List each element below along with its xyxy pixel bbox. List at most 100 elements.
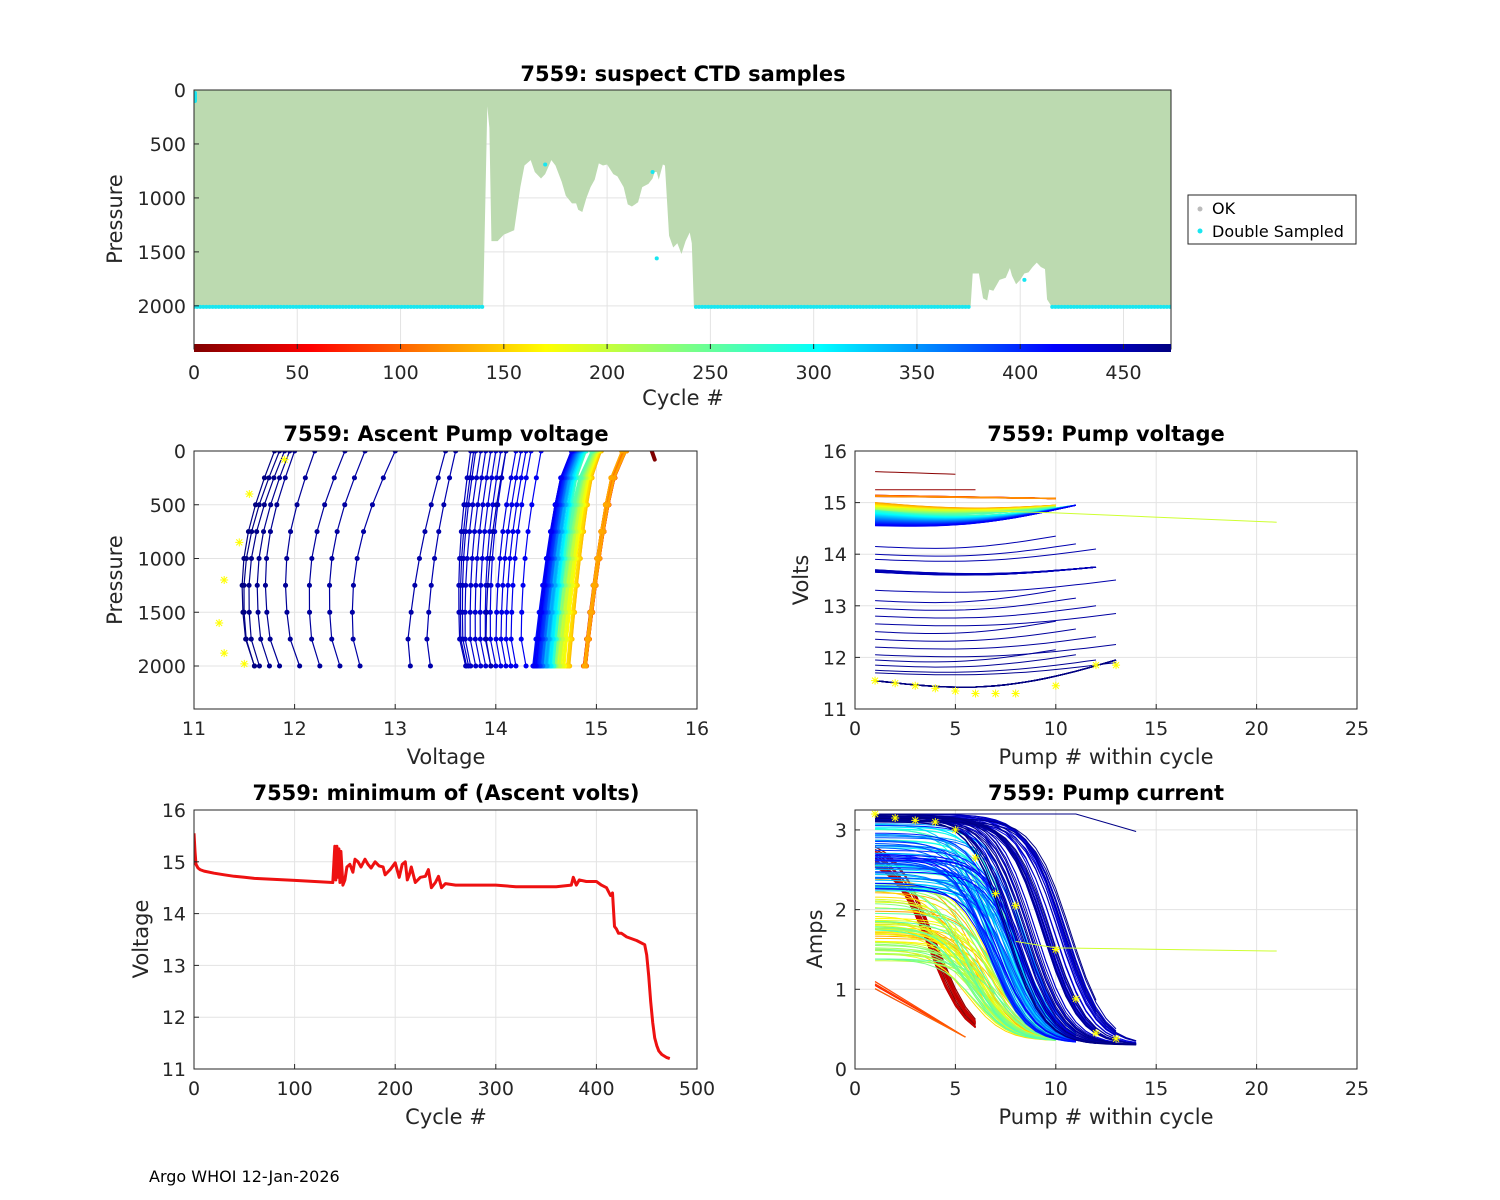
minvolts-ytick-label: 11 (162, 1059, 186, 1081)
ascent-ytick-label: 2000 (138, 656, 186, 678)
legend-ok-label: OK (1212, 199, 1236, 218)
pumpv-xtick-label: 15 (1144, 718, 1168, 740)
suspect-ytick-label: 2000 (138, 296, 186, 318)
pumpc-xtick-label: 10 (1044, 1078, 1068, 1100)
ascent-ytick-label: 1000 (138, 549, 186, 571)
pumpv-ytick-label: 12 (823, 647, 847, 669)
ascent-xtick-label: 13 (383, 718, 407, 740)
suspect-ytick-label: 500 (150, 134, 186, 156)
panel-ascent-pump-voltage: 11 12 13 14 15 16 0 500 1000 1500 2000 7559: Ascen… (103, 422, 709, 769)
min-volts-line (194, 833, 670, 1058)
ascent-start-markers (215, 456, 288, 668)
pumpv-ytick-label: 11 (823, 699, 847, 721)
pumpc-ylabel: Amps (803, 909, 827, 968)
suspect-ytick-label: 0 (174, 80, 186, 102)
pumpc-data (871, 810, 1277, 1045)
pumpc-ytick-label: 0 (835, 1059, 847, 1081)
pumpc-ytick-label: 3 (835, 820, 847, 842)
suspect-xtick-label: 300 (796, 362, 832, 384)
ascent-outlier (652, 451, 655, 460)
suspect-xtick-label: 400 (1002, 362, 1038, 384)
minvolts-ticks: 0 100 200 300 400 500 11 12 13 14 15 16 (162, 800, 715, 1100)
panel-pump-voltage: 0 5 10 15 20 25 11 12 13 14 15 16 7559: Pump voltag… (789, 422, 1369, 769)
legend-double-sampled-marker (1198, 229, 1203, 234)
minvolts-ytick-label: 15 (162, 852, 186, 874)
minvolts-xtick-label: 200 (377, 1078, 413, 1100)
minvolts-ytick-label: 13 (162, 955, 186, 977)
suspect-xtick-label: 150 (486, 362, 522, 384)
ascent-data (215, 451, 655, 668)
suspect-xtick-label: 100 (382, 362, 418, 384)
pumpv-xtick-label: 10 (1044, 718, 1068, 740)
pumpv-ytick-label: 15 (823, 493, 847, 515)
pump-voltage-trace (875, 637, 1096, 649)
pump-voltage-trace (875, 598, 1076, 610)
pumpc-xtick-label: 25 (1345, 1078, 1369, 1100)
minvolts-ylabel: Voltage (129, 900, 153, 979)
legend-double-sampled-label: Double Sampled (1212, 222, 1344, 241)
minvolts-xtick-label: 500 (679, 1078, 715, 1100)
ascent-xtick-label: 14 (484, 718, 508, 740)
suspect-ytick-label: 1000 (138, 188, 186, 210)
minvolts-title: 7559: minimum of (Ascent volts) (252, 781, 639, 805)
footer-credit: Argo WHOI 12-Jan-2026 (149, 1167, 340, 1186)
pumpc-xtick-label: 0 (849, 1078, 861, 1100)
pumpv-ytick-label: 14 (823, 544, 847, 566)
ascent-ytick-label: 500 (150, 495, 186, 517)
pumpv-ylabel: Volts (789, 555, 813, 606)
pumpv-data (871, 472, 1277, 698)
minvolts-xtick-label: 400 (578, 1078, 614, 1100)
pumpv-xtick-label: 0 (849, 718, 861, 740)
ascent-xlabel: Voltage (407, 745, 486, 769)
pumpv-xlabel: Pump # within cycle (999, 745, 1214, 769)
minvolts-grid (194, 810, 697, 1069)
minvolts-xtick-label: 0 (188, 1078, 200, 1100)
ascent-ticks: 11 12 13 14 15 160500100015002000 (138, 441, 709, 740)
suspect-title: 7559: suspect CTD samples (520, 62, 845, 86)
suspect-xtick-label: 200 (589, 362, 625, 384)
minvolts-data (194, 833, 670, 1058)
suspect-xtick-label: 250 (692, 362, 728, 384)
pump-voltage-trace (875, 580, 1116, 592)
cycle-colorbar (194, 344, 1171, 352)
minvolts-ytick-label: 12 (162, 1007, 186, 1029)
pumpv-title: 7559: Pump voltage (987, 422, 1225, 446)
legend-ok-marker (1198, 207, 1203, 212)
panel-minimum-ascent-volts: 0 100 200 300 400 500 11 12 13 14 15 16 7559: minim… (129, 781, 715, 1129)
minvolts-ytick-label: 16 (162, 800, 186, 822)
suspect-xtick-label: 0 (188, 362, 200, 384)
suspect-ylabel: Pressure (103, 174, 127, 264)
pump-voltage-trace (875, 629, 1076, 641)
figure: 0 50 100 150 200 250 300 350 400 4500500100015002… (0, 0, 1500, 1200)
suspect-legend: OK Double Sampled (1188, 195, 1356, 244)
pumpc-ytick-label: 2 (835, 900, 847, 922)
suspect-xtick-label: 450 (1105, 362, 1141, 384)
pumpc-title: 7559: Pump current (988, 781, 1224, 805)
panel-pump-current: 0 5 10 15 20 25 0 1 2 3 7559: Pump current Pump #… (803, 781, 1369, 1129)
minvolts-ytick-label: 14 (162, 904, 186, 926)
ok-sample-area (194, 90, 1171, 306)
suspect-xtick-label: 350 (899, 362, 935, 384)
pumpv-ytick-label: 13 (823, 596, 847, 618)
pumpv-xtick-label: 5 (949, 718, 961, 740)
pumpc-xlabel: Pump # within cycle (999, 1105, 1214, 1129)
minvolts-axes-frame (194, 810, 697, 1069)
ascent-xtick-label: 16 (685, 718, 709, 740)
suspect-xtick-label: 50 (285, 362, 309, 384)
ascent-xtick-label: 15 (584, 718, 608, 740)
pumpv-xtick-label: 20 (1245, 718, 1269, 740)
pumpc-xtick-label: 5 (949, 1078, 961, 1100)
ascent-ytick-label: 0 (174, 441, 186, 463)
ascent-title: 7559: Ascent Pump voltage (283, 422, 608, 446)
pumpc-xtick-label: 15 (1144, 1078, 1168, 1100)
pumpc-xtick-label: 20 (1245, 1078, 1269, 1100)
pump-voltage-trace (875, 536, 1056, 548)
minvolts-xtick-label: 100 (276, 1078, 312, 1100)
pump-voltage-trace (875, 645, 1116, 657)
minvolts-xlabel: Cycle # (405, 1105, 487, 1129)
pumpv-ticks: 0 5 10 15 20 25 11 12 13 14 15 16 (823, 441, 1369, 740)
pumpv-ytick-label: 16 (823, 441, 847, 463)
pumpv-xtick-label: 25 (1345, 718, 1369, 740)
pump-voltage-trace (875, 472, 955, 475)
ascent-ytick-label: 1500 (138, 602, 186, 624)
